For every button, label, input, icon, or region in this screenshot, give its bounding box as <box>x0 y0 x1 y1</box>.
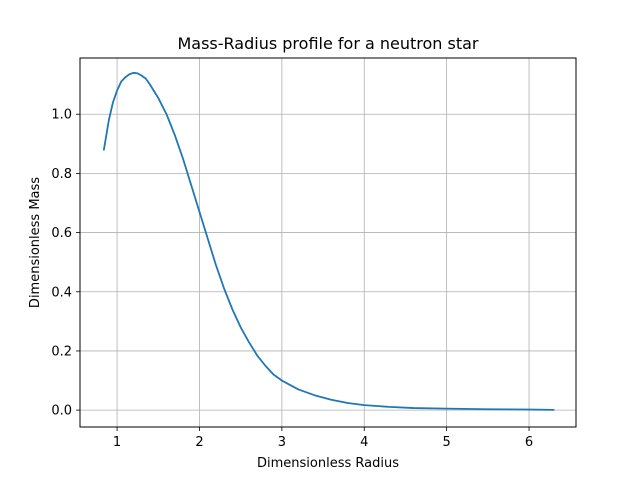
chart-title: Mass-Radius profile for a neutron star <box>177 34 478 53</box>
tick-marks: 1 2 3 4 5 6 0.0 0.2 0.4 0.6 0.8 1.0 <box>51 108 533 450</box>
x-tick-label: 4 <box>360 435 368 450</box>
x-tick-label: 3 <box>278 435 286 450</box>
series-layer <box>102 71 555 411</box>
x-tick-label: 2 <box>195 435 203 450</box>
y-tick-label: 0.8 <box>51 167 72 182</box>
x-tick-label: 5 <box>443 435 451 450</box>
y-tick-label: 0.6 <box>51 226 72 241</box>
x-tick-label: 6 <box>525 435 533 450</box>
y-tick-label: 0.4 <box>51 285 72 300</box>
x-axis-label: Dimensionless Radius <box>257 456 399 471</box>
y-tick-label: 1.0 <box>51 108 72 123</box>
y-tick-label: 0.2 <box>51 344 72 359</box>
y-tick-label: 0.0 <box>51 404 72 419</box>
plot-frame <box>79 57 577 428</box>
gridlines <box>80 58 576 427</box>
mass-radius-line <box>102 71 555 411</box>
x-tick-label: 1 <box>113 435 121 450</box>
y-axis-label: Dimensionless Mass <box>28 177 43 308</box>
